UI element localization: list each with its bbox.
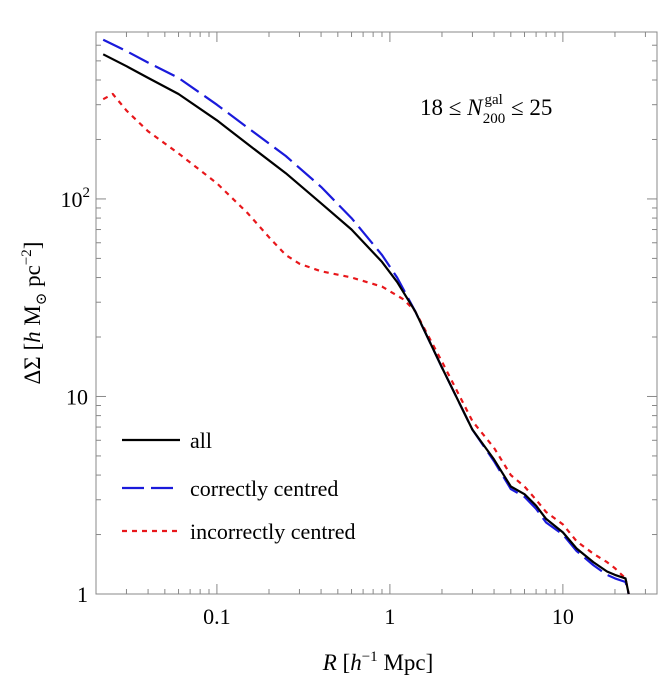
- x-tick-label: 10: [552, 604, 574, 629]
- legend: all correctly centred incorrectly centre…: [122, 428, 356, 544]
- legend-label-all: all: [190, 428, 212, 453]
- y-tick-label: 10: [66, 384, 88, 409]
- y-axis-label: ΔΣ [h M⊙ pc−2]: [19, 242, 50, 385]
- legend-label-correctly-centred: correctly centred: [190, 476, 338, 501]
- series-layer: [102, 38, 630, 595]
- legend-label-incorrectly-centred: incorrectly centred: [190, 519, 356, 544]
- tick-layer: 0.1 1 10 1 10 102: [61, 31, 657, 629]
- series-line-incorrectly-centred: [102, 92, 630, 595]
- y-tick-label: 1: [77, 582, 88, 607]
- plot-frame: [95, 31, 658, 595]
- x-tick-label: 1: [384, 604, 395, 629]
- y-tick-label: 102: [61, 185, 91, 212]
- series-line-correctly-centred: [102, 38, 630, 595]
- series-line-all: [102, 53, 630, 595]
- x-tick-label: 0.1: [203, 604, 231, 629]
- x-axis-label: R [h−1 Mpc]: [322, 649, 434, 675]
